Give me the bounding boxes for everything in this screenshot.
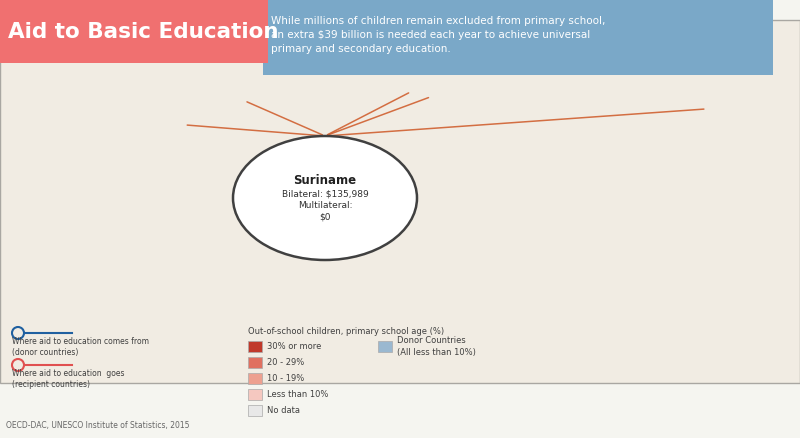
Text: 30% or more: 30% or more [267,342,322,351]
Text: Bilateral: $135,989: Bilateral: $135,989 [282,190,368,198]
FancyBboxPatch shape [263,0,773,75]
FancyBboxPatch shape [378,341,392,352]
Text: No data: No data [267,406,300,415]
Text: Where aid to education  goes
(recipient countries): Where aid to education goes (recipient c… [12,369,125,389]
Text: While millions of children remain excluded from primary school,
an extra $39 bil: While millions of children remain exclud… [271,17,606,54]
Text: Less than 10%: Less than 10% [267,390,328,399]
Text: Multilateral:: Multilateral: [298,201,352,211]
FancyBboxPatch shape [0,0,268,63]
Text: OECD-DAC, UNESCO Institute of Statistics, 2015: OECD-DAC, UNESCO Institute of Statistics… [6,421,190,430]
FancyBboxPatch shape [0,20,800,383]
Text: 10 - 19%: 10 - 19% [267,374,304,383]
Text: Aid to Basic Education: Aid to Basic Education [8,21,278,42]
Text: Suriname: Suriname [294,173,357,187]
FancyBboxPatch shape [248,405,262,416]
FancyBboxPatch shape [248,341,262,352]
Text: 20 - 29%: 20 - 29% [267,358,304,367]
Text: Out-of-school children, primary school age (%): Out-of-school children, primary school a… [248,327,444,336]
Ellipse shape [233,136,417,260]
FancyBboxPatch shape [248,357,262,368]
Text: $0: $0 [319,212,330,222]
Text: Donor Countries
(All less than 10%): Donor Countries (All less than 10%) [397,336,476,357]
FancyBboxPatch shape [248,373,262,384]
FancyBboxPatch shape [248,389,262,400]
Text: Where aid to education comes from
(donor countries): Where aid to education comes from (donor… [12,337,149,357]
